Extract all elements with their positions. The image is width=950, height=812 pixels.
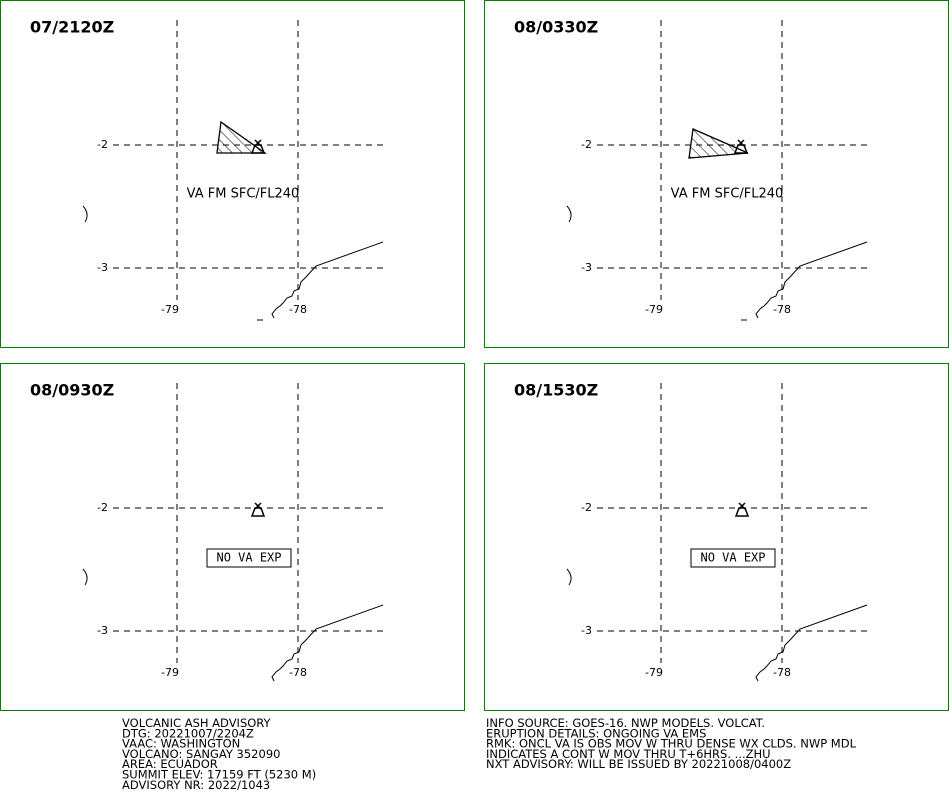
map-panel: -2 -3 -79 -78 08/0930Z NO VA EXP (0, 363, 465, 711)
advisory-line: VOLCANO: SANGAY 352090 (122, 747, 280, 761)
lat-label: -2 (581, 501, 592, 514)
lon-label: -78 (289, 666, 307, 679)
lon-label: -79 (645, 303, 663, 316)
ash-label: VA FM SFC/FL240 (671, 187, 784, 202)
advisory-line: DTG: 20221007/2204Z (122, 726, 254, 740)
coastline (566, 205, 572, 223)
lat-label: -2 (581, 138, 592, 151)
map-panel: -2 -3 -79 -78 08/0330Z VA FM SFC/FL240 (484, 0, 949, 348)
advisory-line: VAAC: WASHINGTON (122, 737, 240, 751)
coastline (271, 241, 384, 319)
advisory-line: ADVISORY NR: 2022/1043 (122, 778, 270, 792)
advisory-line: VOLCANIC ASH ADVISORY (122, 716, 272, 730)
advisory-line: SUMMIT ELEV: 17159 FT (5230 M) (122, 768, 316, 782)
lat-label: -3 (97, 261, 108, 274)
lon-label: -78 (289, 303, 307, 316)
advisory-line: INFO SOURCE: GOES-16. NWP MODELS. VOLCAT… (486, 716, 765, 730)
volcano-symbol (734, 502, 750, 517)
lon-label: -78 (773, 303, 791, 316)
no-ash-label: NO VA EXP (216, 551, 281, 565)
no-ash-label: NO VA EXP (700, 551, 765, 565)
coastline (566, 568, 572, 586)
valid-time: 08/0930Z (30, 381, 114, 400)
lat-label: -2 (97, 501, 108, 514)
volcano-symbol (733, 139, 749, 154)
coastline (271, 604, 384, 682)
lon-label: -79 (645, 666, 663, 679)
panel-border (0, 0, 465, 348)
coastline (755, 604, 868, 682)
lat-label: -2 (97, 138, 108, 151)
advisory-line: NXT ADVISORY: WILL BE ISSUED BY 20221008… (486, 757, 791, 771)
coastline (82, 568, 88, 586)
advisory-line: ERUPTION DETAILS: ONGOING VA EMS (486, 726, 706, 740)
lat-label: -3 (97, 624, 108, 637)
no-ash-box (206, 548, 292, 568)
lon-label: -79 (161, 303, 179, 316)
valid-time: 07/2120Z (30, 18, 114, 37)
lat-label: -3 (581, 624, 592, 637)
ash-area (216, 120, 268, 154)
volcano-symbol (250, 502, 266, 517)
panel-border (484, 363, 949, 711)
valid-time: 08/1530Z (514, 381, 598, 400)
no-ash-box (690, 548, 776, 568)
panel-border (0, 363, 465, 711)
coastline (755, 241, 868, 319)
lon-label: -79 (161, 666, 179, 679)
advisory-line: INDICATES A CONT W MOV THRU T+6HRS. ...Z… (486, 747, 771, 761)
coastline (82, 205, 88, 223)
advisory-line: AREA: ECUADOR (122, 757, 218, 771)
ash-label: VA FM SFC/FL240 (187, 187, 300, 202)
volcano-symbol (250, 139, 266, 154)
advisory-line: RMK: ONCL VA IS OBS MOV W THRU DENSE WX … (486, 737, 857, 751)
panel-border (484, 0, 949, 348)
lat-label: -3 (581, 261, 592, 274)
lon-label: -78 (773, 666, 791, 679)
valid-time: 08/0330Z (514, 18, 598, 37)
map-panel: -2 -3 -79 -78 08/1530Z NO VA EXP (484, 363, 949, 711)
map-panel: -2 -3 -79 -78 07/2120Z VA FM SFC/FL240 (0, 0, 465, 348)
ash-area (688, 128, 749, 159)
